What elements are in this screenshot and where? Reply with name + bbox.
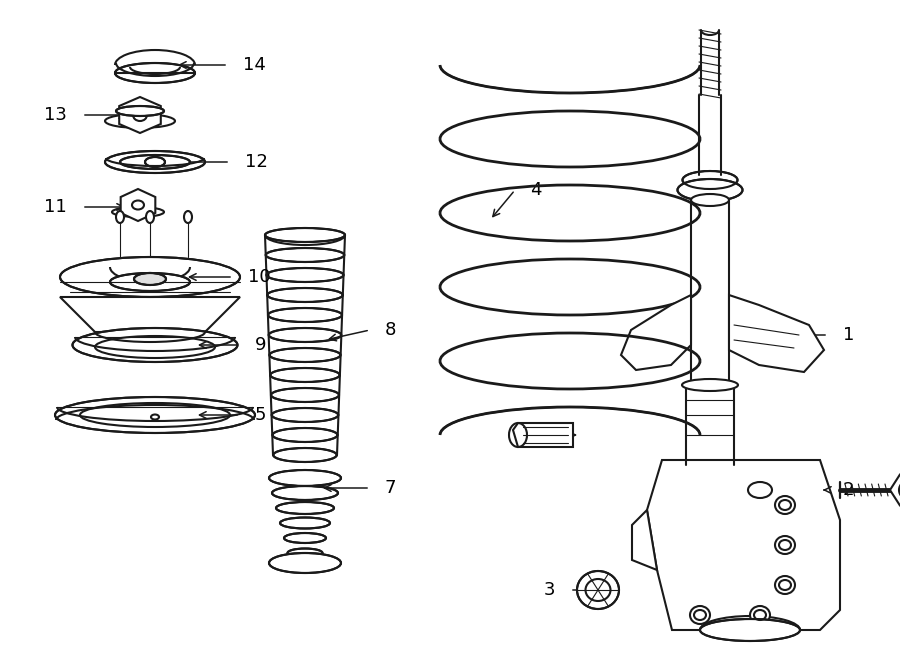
- Text: 11: 11: [44, 198, 67, 216]
- Ellipse shape: [266, 248, 344, 262]
- Ellipse shape: [700, 619, 800, 641]
- Polygon shape: [513, 423, 573, 447]
- Ellipse shape: [775, 576, 795, 594]
- Ellipse shape: [272, 408, 338, 422]
- Ellipse shape: [146, 211, 154, 223]
- Ellipse shape: [265, 228, 345, 242]
- Ellipse shape: [269, 328, 341, 342]
- Text: 4: 4: [530, 181, 542, 199]
- Ellipse shape: [270, 368, 340, 382]
- Polygon shape: [729, 295, 824, 372]
- Text: 12: 12: [245, 153, 268, 171]
- Ellipse shape: [105, 114, 175, 128]
- Polygon shape: [121, 189, 156, 221]
- Ellipse shape: [268, 308, 342, 322]
- Ellipse shape: [690, 606, 710, 624]
- Ellipse shape: [750, 606, 770, 624]
- Text: 3: 3: [544, 581, 555, 599]
- Polygon shape: [119, 97, 161, 133]
- Ellipse shape: [269, 348, 340, 362]
- Text: 7: 7: [385, 479, 397, 497]
- Ellipse shape: [115, 63, 195, 83]
- Ellipse shape: [271, 388, 339, 402]
- Text: 1: 1: [843, 326, 854, 344]
- Ellipse shape: [284, 533, 326, 543]
- Ellipse shape: [273, 428, 338, 442]
- Text: 14: 14: [243, 56, 266, 74]
- Ellipse shape: [120, 155, 190, 169]
- Ellipse shape: [73, 328, 238, 362]
- Polygon shape: [60, 297, 240, 332]
- Polygon shape: [632, 510, 657, 570]
- Ellipse shape: [272, 486, 338, 500]
- Polygon shape: [890, 475, 900, 506]
- Ellipse shape: [145, 157, 165, 167]
- Ellipse shape: [682, 379, 738, 391]
- Polygon shape: [647, 460, 840, 630]
- Ellipse shape: [105, 151, 205, 173]
- Text: 2: 2: [843, 481, 854, 499]
- Ellipse shape: [276, 502, 334, 514]
- Text: 6: 6: [518, 426, 530, 444]
- Text: 10: 10: [248, 268, 271, 286]
- Ellipse shape: [110, 273, 190, 291]
- Ellipse shape: [577, 571, 619, 609]
- Ellipse shape: [116, 211, 124, 223]
- Text: 13: 13: [44, 106, 67, 124]
- Ellipse shape: [287, 549, 322, 557]
- Ellipse shape: [280, 518, 330, 529]
- Text: 5: 5: [255, 406, 266, 424]
- Ellipse shape: [266, 268, 344, 282]
- Ellipse shape: [678, 179, 742, 201]
- Ellipse shape: [116, 106, 164, 116]
- Text: 8: 8: [385, 321, 396, 339]
- Ellipse shape: [269, 470, 341, 486]
- Ellipse shape: [748, 482, 772, 498]
- Ellipse shape: [267, 288, 343, 302]
- Ellipse shape: [274, 448, 337, 462]
- Ellipse shape: [269, 553, 341, 573]
- Ellipse shape: [682, 171, 737, 189]
- Ellipse shape: [775, 536, 795, 554]
- Ellipse shape: [60, 257, 240, 297]
- Ellipse shape: [112, 207, 164, 217]
- Ellipse shape: [184, 211, 192, 223]
- Ellipse shape: [55, 397, 255, 433]
- Ellipse shape: [134, 273, 166, 285]
- Ellipse shape: [775, 496, 795, 514]
- Text: 9: 9: [255, 336, 266, 354]
- Polygon shape: [621, 295, 691, 370]
- Ellipse shape: [691, 194, 729, 206]
